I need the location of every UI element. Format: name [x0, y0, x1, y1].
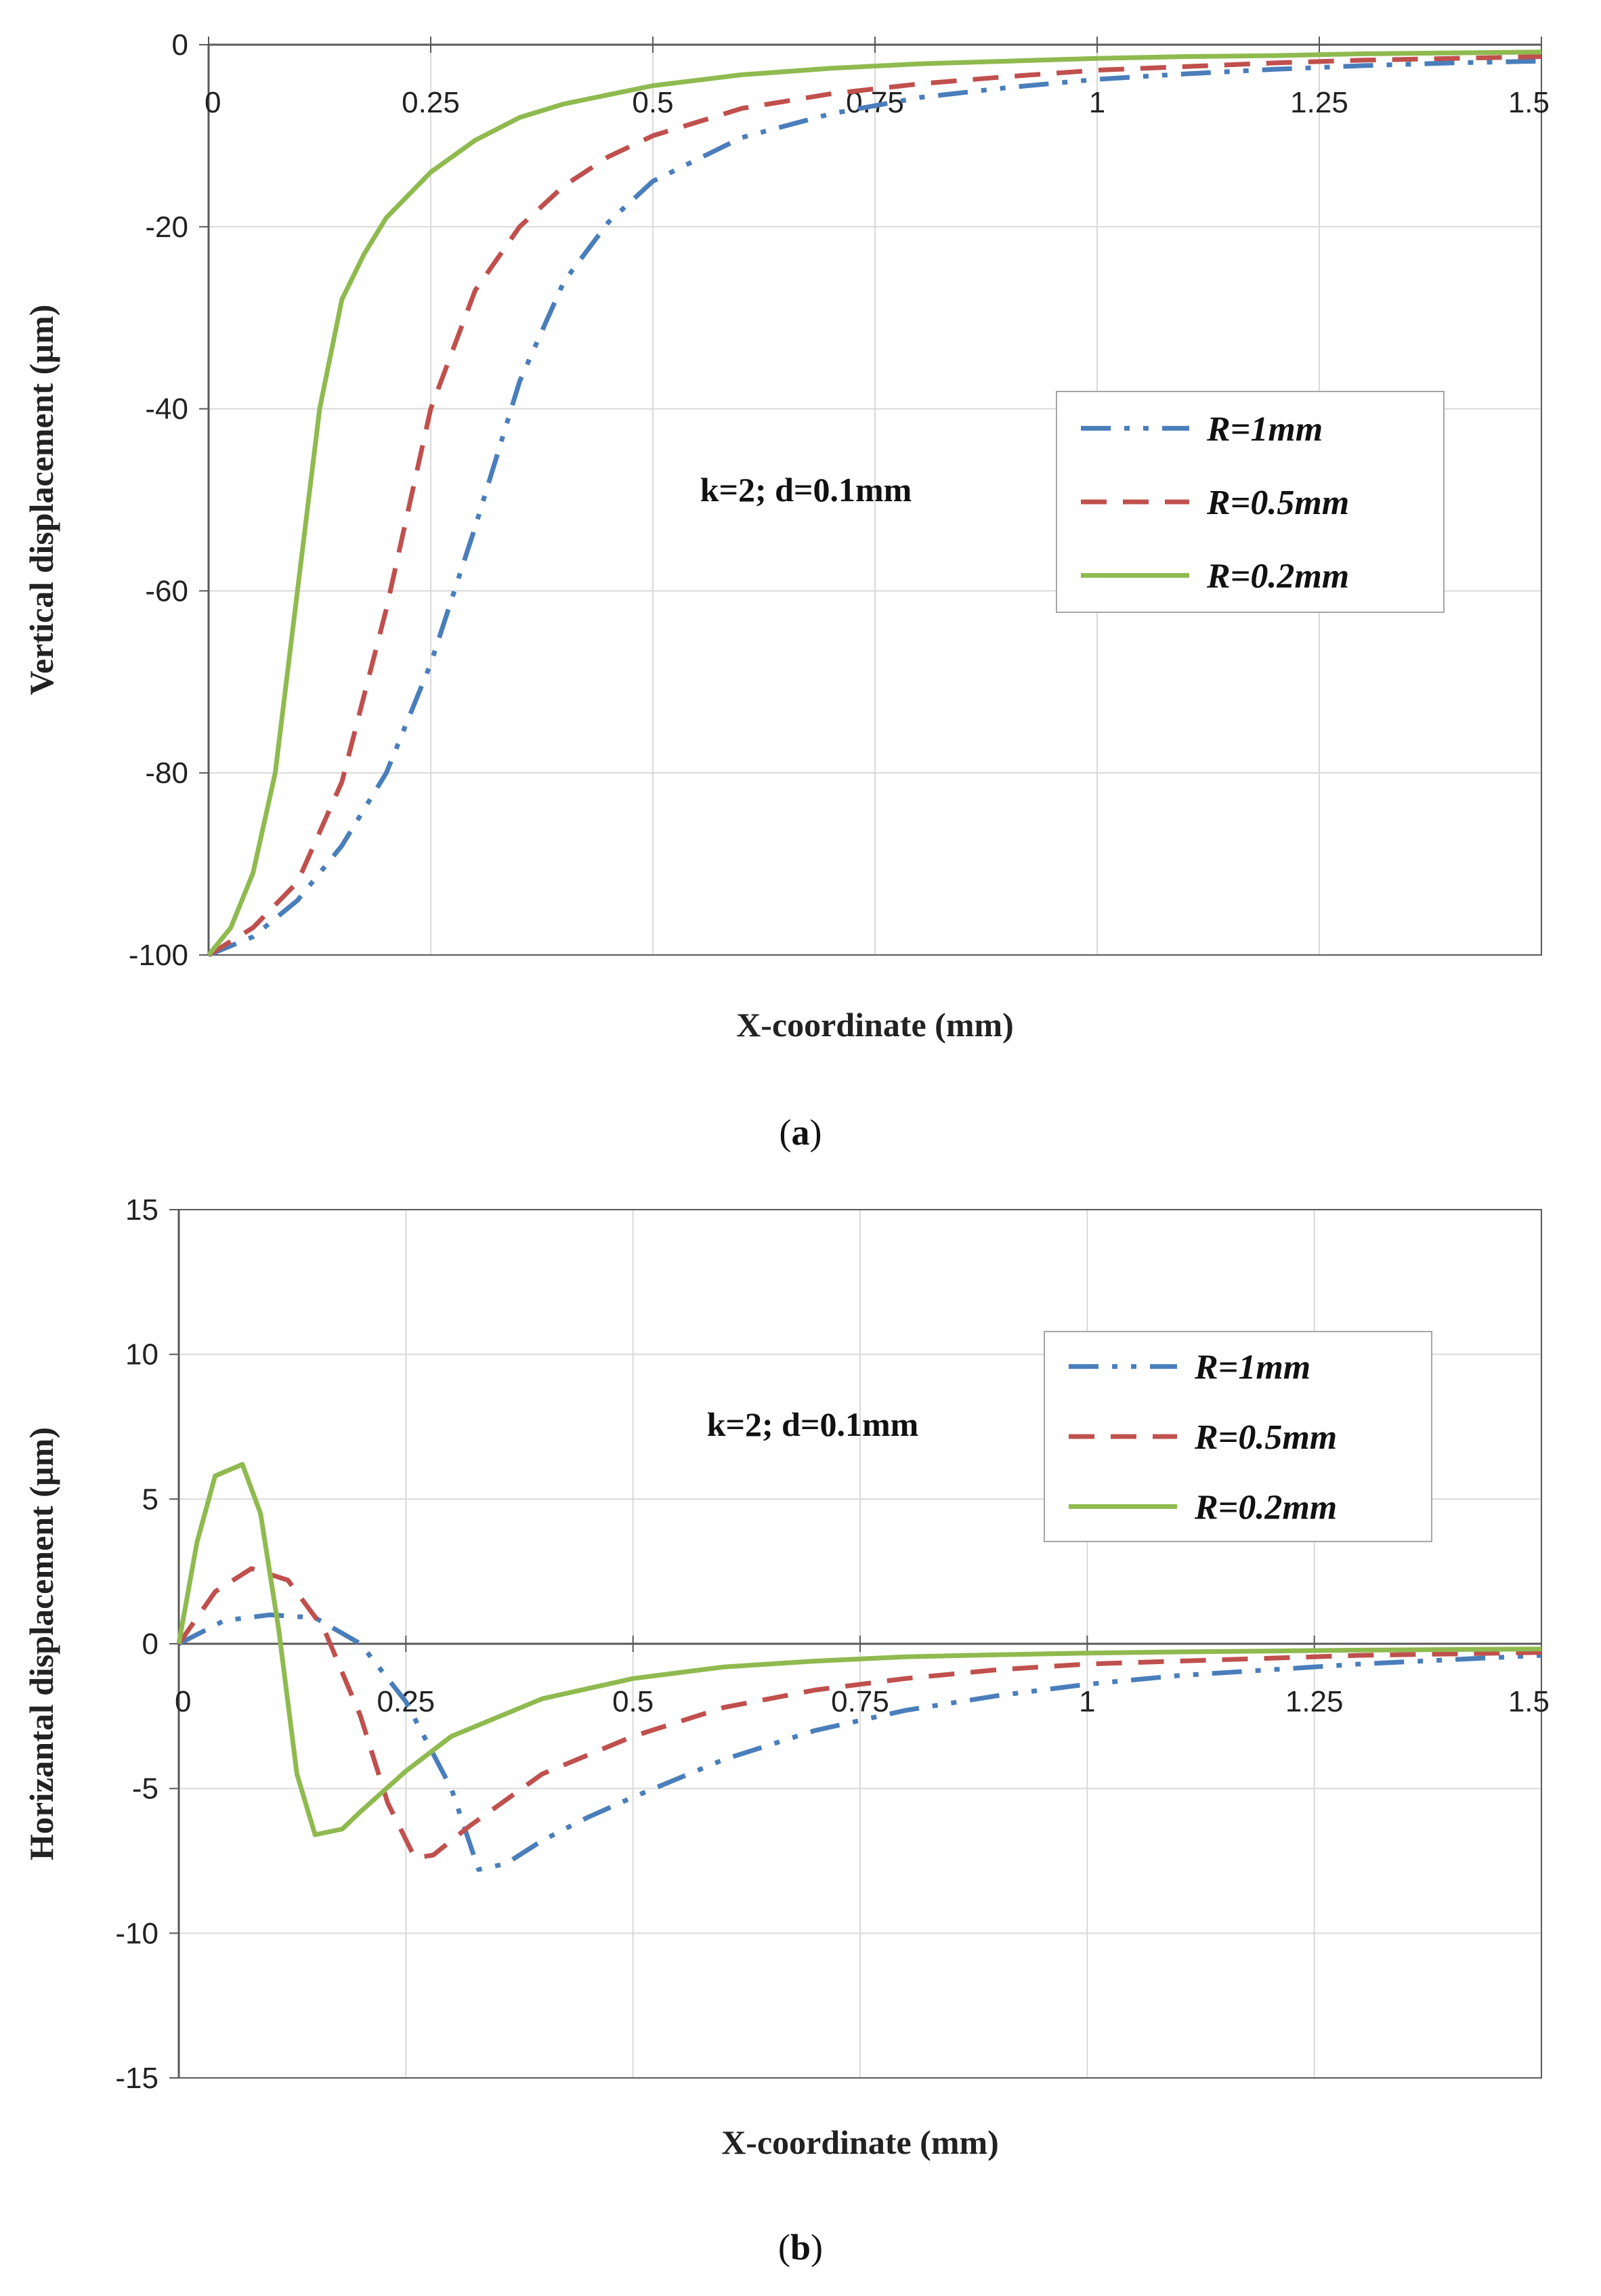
- x-tick-label: 1.5: [1508, 1685, 1550, 1718]
- y-axis-title: Horizantal displacement (µm): [22, 1427, 60, 1861]
- x-tick-label: 1: [1089, 86, 1105, 119]
- y-tick-label: -80: [145, 757, 188, 790]
- y-tick-label: -15: [115, 2062, 158, 2095]
- x-tick-label: 1.25: [1290, 86, 1348, 119]
- x-tick-label: 1.25: [1285, 1685, 1344, 1718]
- panel-caption: (a): [780, 1112, 822, 1153]
- legend-label: R=0.2mm: [1206, 557, 1349, 596]
- caption-paren-open: (: [778, 2227, 790, 2268]
- x-axis-title: X-coordinate (mm): [721, 2123, 999, 2161]
- y-tick-label: -10: [115, 1917, 158, 1950]
- parameter-annotation: k=2; d=0.1mm: [707, 1405, 919, 1443]
- legend-label: R=0.5mm: [1194, 1418, 1337, 1457]
- x-tick-label: 1: [1079, 1685, 1095, 1718]
- y-tick-label: 0: [172, 28, 188, 62]
- x-tick-label: 1.5: [1508, 86, 1550, 119]
- caption-paren-close: ): [811, 2227, 823, 2268]
- y-tick-label: 0: [142, 1628, 158, 1661]
- y-tick-label: -100: [129, 939, 188, 972]
- y-tick-label: -20: [145, 211, 188, 244]
- x-tick-label: 0.75: [831, 1685, 889, 1718]
- series-line-r0.2mm: [207, 49, 1542, 957]
- y-tick-label: -5: [132, 1772, 158, 1806]
- legend-label: R=0.2mm: [1194, 1488, 1337, 1527]
- series-line-r1mm: [177, 1612, 1542, 1872]
- y-tick-label: 10: [125, 1338, 158, 1372]
- legend-label: R=0.5mm: [1206, 484, 1349, 522]
- caption-letter: a: [792, 1112, 810, 1153]
- legend: R=1mm R=0.5mm R=0.2mm: [1044, 1331, 1432, 1542]
- legend-label: R=1mm: [1206, 410, 1323, 448]
- series-line-r0.5mm: [207, 54, 1542, 957]
- y-tick-label: -60: [145, 574, 188, 608]
- x-tick-label: 0.5: [632, 86, 673, 119]
- series-line-r0.5mm: [177, 1566, 1542, 1861]
- x-tick-label: 0: [205, 86, 221, 119]
- y-tick-label: 15: [125, 1193, 158, 1227]
- x-tick-label: 0.5: [612, 1685, 654, 1718]
- x-tick-label: 0: [175, 1685, 191, 1718]
- parameter-annotation: k=2; d=0.1mm: [700, 471, 912, 509]
- x-axis-title: X-coordinate (mm): [736, 1006, 1014, 1044]
- y-axis-title: Vertical displacement (µm): [22, 305, 60, 696]
- y-tick-label: 5: [142, 1483, 158, 1516]
- legend: R=1mm R=0.5mm R=0.2mm: [1056, 391, 1445, 613]
- series-line-r0.2mm: [176, 1462, 1542, 1837]
- series-line-r1mm: [207, 58, 1542, 958]
- caption-paren-open: (: [780, 1112, 792, 1153]
- legend-label: R=1mm: [1194, 1348, 1310, 1387]
- x-tick-label: 0.25: [402, 86, 460, 119]
- panel-caption: (b): [778, 2227, 823, 2268]
- y-tick-label: -40: [145, 393, 188, 426]
- caption-paren-close: ): [810, 1112, 822, 1153]
- caption-letter: b: [790, 2227, 811, 2268]
